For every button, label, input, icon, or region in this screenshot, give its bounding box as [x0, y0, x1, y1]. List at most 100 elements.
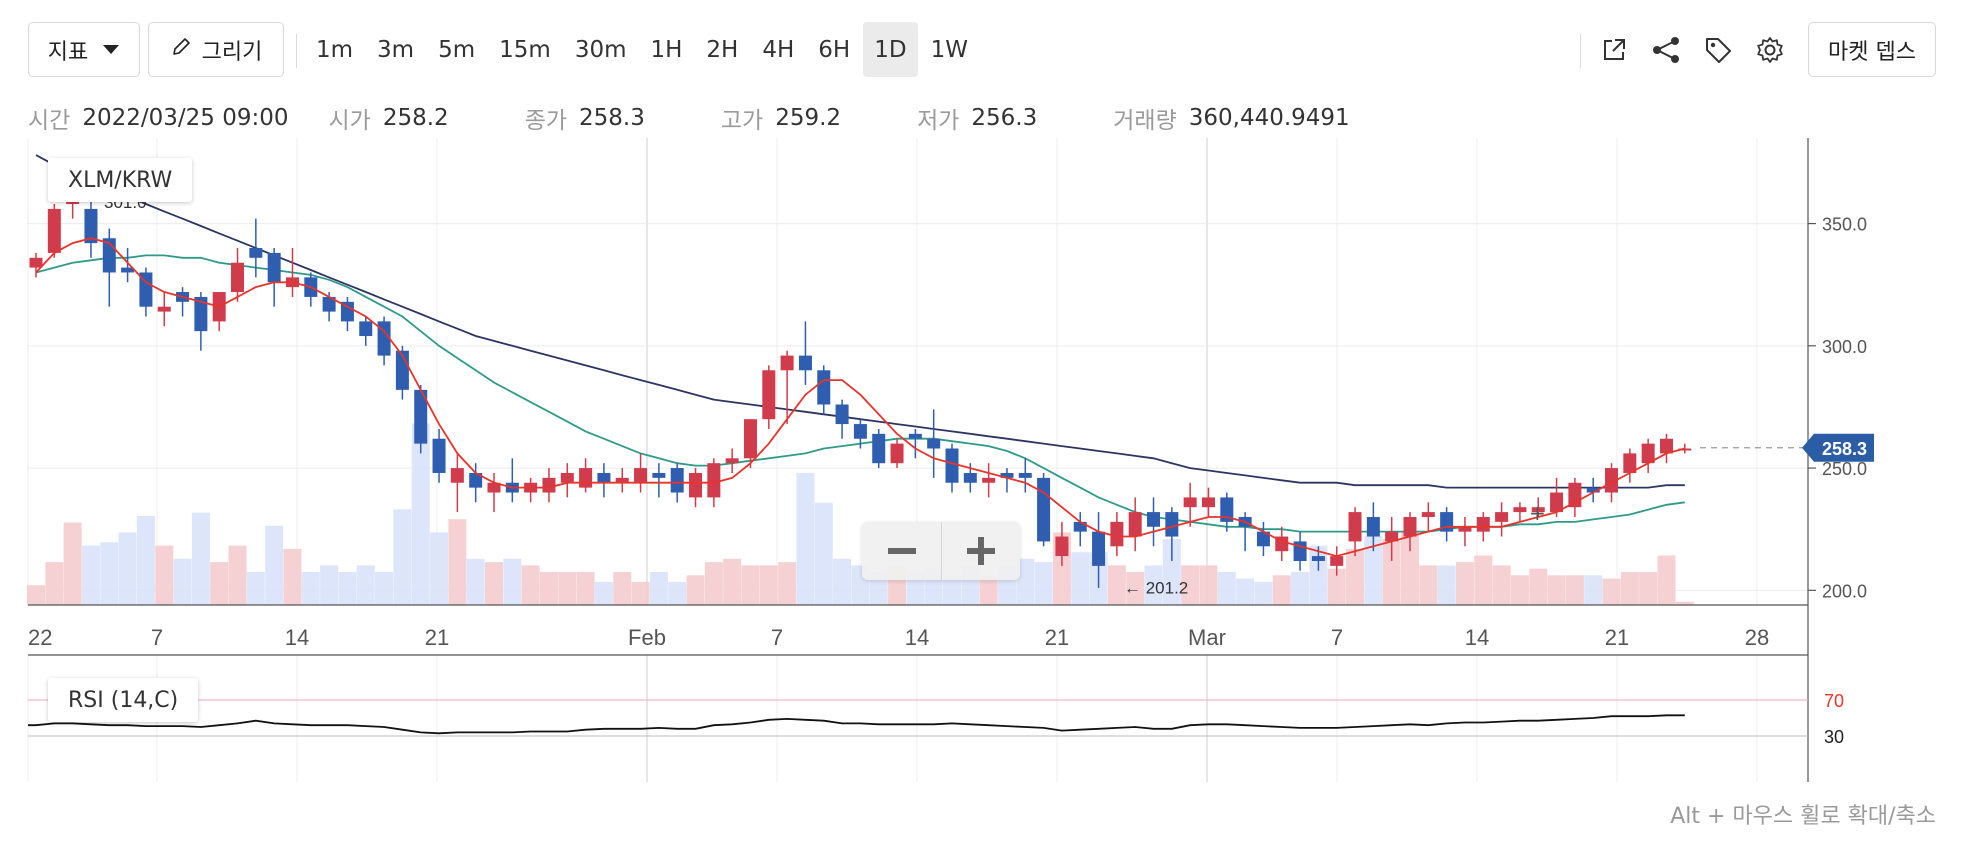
ma-short-line: [35, 237, 1686, 558]
candle-body: [615, 477, 629, 483]
candle-body: [1550, 492, 1564, 513]
volume-bar: [1510, 575, 1529, 605]
volume-bar: [375, 572, 394, 605]
volume-bar: [1401, 532, 1419, 605]
candle-body: [139, 272, 153, 307]
volume-bar: [283, 548, 302, 605]
volume-bar: [301, 572, 320, 605]
volume-bar: [1547, 575, 1566, 605]
candle-body: [927, 438, 941, 449]
rsi-level-70-label: 70: [1824, 691, 1844, 711]
close-value: 258.3: [579, 105, 645, 131]
volume-bar: [1657, 555, 1676, 605]
candle-body: [121, 267, 135, 273]
timeframe-1W[interactable]: 1W: [930, 36, 968, 63]
volume-bar: [906, 572, 925, 605]
zoom-out-button[interactable]: [862, 522, 941, 580]
share-icon[interactable]: [1646, 30, 1686, 70]
chart-toolbar: 지표 그리기 1m 3m 5m 15m 30m 1H 2H 4H 6H 1D 1W 마켓 뎁스: [0, 0, 1972, 100]
volume-bar: [979, 575, 998, 605]
timeframe-1D[interactable]: 1D: [863, 22, 918, 77]
volume-bar: [1639, 572, 1658, 605]
rsi-level-30-label: 30: [1824, 727, 1844, 747]
volume-bar: [393, 509, 412, 605]
candle-body: [597, 472, 611, 483]
volume-bar: [723, 558, 742, 605]
candle-body: [487, 482, 501, 493]
draw-button[interactable]: 그리기: [148, 22, 284, 77]
timeframe-2H[interactable]: 2H: [706, 36, 739, 63]
volume-bar: [649, 572, 668, 605]
market-depth-button[interactable]: 마켓 뎁스: [1808, 22, 1936, 77]
timeframe-15m[interactable]: 15m: [499, 36, 551, 63]
candle-body: [579, 468, 593, 488]
popout-icon[interactable]: [1594, 30, 1634, 70]
candle-body: [414, 389, 428, 444]
candle-body: [1000, 472, 1014, 478]
candle-body: [1641, 443, 1655, 464]
price-chart[interactable]: 350.0 300.0 250.0 200.0 22 7 14 21 Feb 7 14 21 Mar 7 1…: [0, 130, 1972, 790]
volume-bar: [1620, 572, 1639, 605]
time-tick-label: 7: [771, 625, 783, 650]
symbol-text: XLM/KRW: [68, 167, 173, 193]
volume-bar: [869, 572, 888, 605]
volume-bar: [485, 562, 503, 605]
time-tick-label: Feb: [628, 625, 666, 650]
timeframe-5m[interactable]: 5m: [438, 36, 476, 63]
volume-bar: [1455, 562, 1474, 605]
volume-bar: [136, 515, 155, 605]
volume-bar: [1126, 572, 1145, 605]
timeframe-4H[interactable]: 4H: [762, 36, 795, 63]
candle-body: [982, 477, 996, 483]
zoom-in-button[interactable]: [941, 522, 1020, 580]
volume-bar: [338, 572, 357, 605]
candle-body: [780, 355, 794, 371]
time-tick-label: 21: [1045, 625, 1069, 650]
candle-body: [1348, 512, 1362, 542]
indicator-dropdown[interactable]: 지표: [28, 22, 140, 77]
candle-body: [1201, 497, 1215, 508]
volume-bar: [833, 558, 852, 605]
volume-bar: [1364, 535, 1383, 605]
volume-bar: [576, 572, 595, 605]
volume-bar: [1291, 572, 1310, 605]
time-value: 2022/03/25 09:00: [82, 105, 289, 131]
candle-body: [1586, 487, 1600, 493]
volume-bar: [155, 545, 174, 605]
candle-body: [1385, 531, 1399, 542]
candle-body: [1183, 497, 1197, 508]
timeframe-3m[interactable]: 3m: [377, 36, 415, 63]
volume-bar: [778, 562, 797, 605]
timeframe-1H[interactable]: 1H: [650, 36, 683, 63]
volume-label: 거래량: [1113, 108, 1177, 134]
candle-body: [945, 448, 959, 483]
tag-icon[interactable]: [1698, 30, 1738, 70]
timeframe-30m[interactable]: 30m: [574, 36, 627, 63]
minus-icon: [887, 548, 916, 554]
settings-icon[interactable]: [1750, 30, 1790, 70]
volume-bar: [539, 572, 558, 605]
volume-bar: [246, 572, 265, 605]
volume-bar: [943, 575, 961, 605]
candle-body: [1623, 453, 1637, 473]
volume-bar: [613, 572, 632, 605]
volume-bar: [448, 519, 467, 605]
volume-bar: [191, 512, 210, 605]
volume-bar: [1181, 565, 1200, 605]
candle-body: [853, 424, 867, 439]
candle-body: [707, 463, 721, 498]
timeframe-1m[interactable]: 1m: [316, 36, 354, 63]
candle-body: [908, 433, 922, 439]
candle-body: [432, 438, 446, 473]
candle-body: [1605, 468, 1619, 493]
timeframe-6H[interactable]: 6H: [818, 36, 851, 63]
candle-body: [1495, 512, 1509, 522]
candle-body: [1147, 512, 1161, 527]
candle-body: [1421, 512, 1435, 517]
volume-bar: [466, 558, 485, 605]
candle-body: [194, 296, 208, 332]
volume-bar: [81, 545, 100, 605]
close-label: 종가: [524, 108, 568, 134]
candle-body: [469, 472, 483, 488]
volume-bar: [686, 575, 705, 605]
